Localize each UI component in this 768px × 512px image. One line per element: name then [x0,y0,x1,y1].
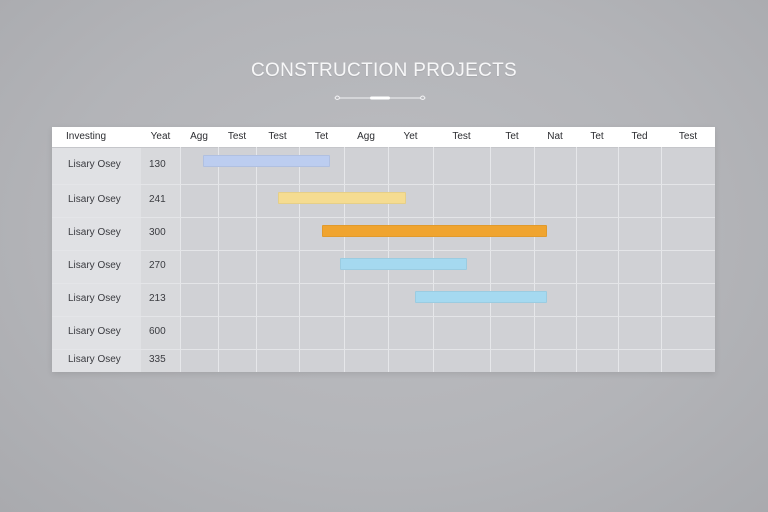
grid-line-horizontal [52,184,715,185]
grid-line-vertical [661,147,662,372]
period-header: Ted [631,131,648,142]
chart-title: CONSTRUCTION PROJECTS [251,60,517,81]
period-header: Tet [314,131,329,142]
row-label: Lisary Osey [68,353,121,365]
row-label: Lisary Osey [68,158,121,170]
row-value: 270 [149,259,166,271]
grid-line-vertical [299,147,300,372]
grid-line-vertical [576,147,577,372]
row-label: Lisary Osey [68,193,121,205]
row-value: 130 [149,158,166,170]
title-ornament [334,95,426,100]
grid-line-vertical [534,147,535,372]
grid-line-vertical [256,147,257,372]
row-value: 241 [149,193,166,205]
period-header: Agg [357,131,375,142]
grid-line-horizontal [52,349,715,350]
grid-line-horizontal [52,283,715,284]
grid-line-horizontal [52,250,715,251]
period-header: Test [678,131,698,142]
period-header: Tet [590,131,604,142]
gantt-chart: Investing Yeat Agg Test Test Tet Agg Yet Test T… [52,127,715,372]
row-label: Lisary Osey [68,259,121,271]
period-header: Yet [403,131,418,142]
period-header: Tet [505,131,519,142]
timeline-header: Investing Yeat Agg Test Test Tet Agg Yet Test T… [52,127,715,148]
row-label: Lisary Osey [68,325,121,337]
row-value: 213 [149,292,166,304]
gantt-bar[interactable] [321,225,547,237]
grid-line-vertical [218,147,219,372]
gantt-bar[interactable] [202,155,331,167]
row-value: 335 [149,353,166,365]
header-label-column: Investing [66,131,107,142]
grid-line-vertical [180,147,181,372]
row-label: Lisary Osey [68,226,121,238]
period-header: Agg [190,131,208,142]
gantt-bar[interactable] [277,192,406,204]
grid-line-vertical [618,147,619,372]
gantt-bar[interactable] [415,291,547,303]
period-header: Test [227,131,247,142]
grid-line-horizontal [52,217,715,218]
row-value: 300 [149,226,166,238]
header-value-column: Yeat [150,131,171,142]
grid-line-vertical [490,147,491,372]
period-header: Nat [547,131,563,142]
period-header: Test [268,131,287,142]
row-value: 600 [149,325,166,337]
grid-line-horizontal [52,316,715,317]
gantt-bar[interactable] [339,258,468,270]
period-header: Test [452,131,471,142]
row-label: Lisary Osey [68,292,121,304]
